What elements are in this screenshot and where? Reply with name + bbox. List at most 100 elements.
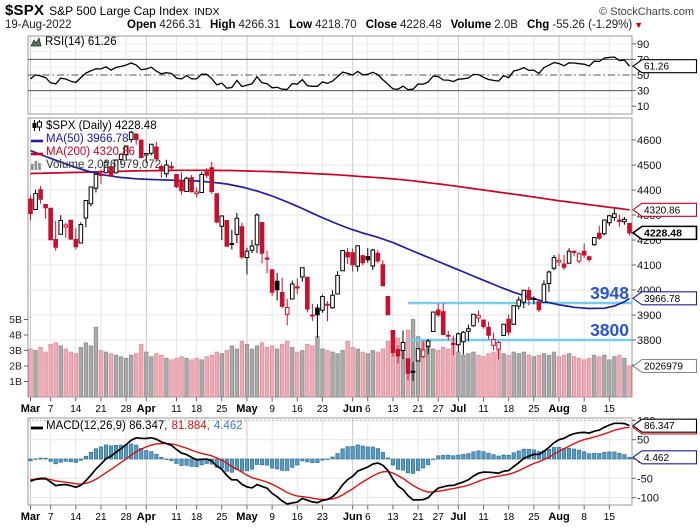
x-axis-label: 15 — [604, 404, 616, 415]
x-axis-label: Jul — [450, 511, 466, 523]
price-axis-tick: 4500 — [637, 160, 661, 172]
macd-axis-tick: -50 — [637, 473, 653, 485]
quote-date: 19-Aug-2022 — [5, 19, 72, 31]
x-axis-label: 28 — [121, 404, 133, 415]
support-level-label: 3800 — [590, 320, 629, 340]
volume-legend-label: Volume 2,026,979,072 — [46, 159, 162, 171]
candlestick-icon — [31, 120, 43, 133]
x-axis-label: 9 — [269, 512, 275, 523]
volume-axis-tick: 3B — [9, 345, 22, 357]
macd-axis-tick: -100 — [637, 493, 659, 505]
x-axis-label: 16 — [292, 404, 304, 415]
rsi-axis-tick: 30 — [637, 86, 649, 98]
x-axis-label: 6 — [365, 404, 371, 415]
volume-bars — [28, 319, 632, 398]
x-axis-label: 7 — [48, 512, 54, 523]
rsi-line — [30, 56, 630, 91]
macd-hist-callout — [632, 450, 698, 465]
macd-hist-value: 4.462 — [213, 420, 243, 432]
quote-strip: 19-Aug-2022 Open 4266.31 High 4266.31 Low 4… — [5, 19, 694, 31]
svg-text:61.26: 61.26 — [644, 62, 669, 73]
price-legend: $SPX (Daily) 4228.48 MA(50) 3966.78 MA(2… — [31, 120, 161, 172]
x-axis-label: 11 — [478, 512, 489, 523]
x-axis-label: 25 — [216, 404, 228, 415]
x-axis-label: 16 — [292, 512, 304, 523]
x-axis-label: 9 — [269, 404, 275, 415]
x-axis-label: May — [236, 403, 258, 415]
x-axis-label: 21 — [95, 404, 107, 415]
x-axis-label: 18 — [503, 404, 515, 415]
chart-header: $SPX S&P 500 Large Cap Index INDX © Stoc… — [5, 2, 694, 19]
quote-volume: Volume 2.0B — [450, 19, 518, 31]
quote-close: Close 4228.48 — [365, 19, 442, 31]
x-axis-label: 18 — [503, 512, 515, 523]
quote-high: High 4266.31 — [209, 19, 281, 31]
x-axis-labels: Mar 7 14 21 28 Apr 11 18 25 May 9 16 23 Jun 6 13 21 27 Jul… — [21, 397, 616, 523]
ma50-legend-label: MA(50) 3966.78 — [46, 133, 129, 145]
x-axis-label: 13 — [387, 404, 399, 415]
macd-legend-label: MACD(12,26,9) 86.347, — [46, 420, 168, 432]
x-axis-label: 11 — [171, 512, 182, 523]
candlesticks — [28, 130, 632, 381]
x-axis-label: 8 — [581, 512, 587, 523]
x-axis-label: Apr — [137, 511, 157, 523]
x-axis-label: 6 — [365, 512, 371, 523]
right-axis-labels: 4600450044004300420041004000390038003700… — [9, 39, 661, 505]
volume-value-callout — [632, 358, 698, 374]
macd-line-icon — [31, 420, 43, 433]
x-axis-label: 25 — [216, 512, 228, 523]
price-axis-tick: 3900 — [637, 310, 661, 322]
support-level-label: 3948 — [590, 283, 629, 303]
ma50-line-icon — [31, 133, 43, 146]
rsi-legend-label: RSI(14) 61.26 — [45, 36, 117, 48]
x-axis-label: 21 — [413, 512, 425, 523]
x-axis-label: 23 — [317, 512, 329, 523]
moving-averages — [30, 149, 630, 310]
ticker-symbol: $SPX — [5, 2, 45, 19]
ma200-value-callout — [632, 202, 698, 217]
rsi-bands — [28, 58, 632, 92]
quote-change: Chg -55.26 (-1.29%) ▼ — [526, 19, 644, 31]
x-axis-label: Aug — [548, 403, 569, 415]
x-axis-label: 15 — [604, 512, 616, 523]
x-axis-label: Jun — [343, 511, 363, 523]
x-axis-label: 28 — [121, 512, 133, 523]
x-axis-label: 21 — [413, 404, 425, 415]
x-axis-label: 23 — [317, 404, 329, 415]
rsi-axis-tick: 10 — [637, 101, 649, 113]
svg-text:4.462: 4.462 — [644, 453, 669, 464]
svg-text:86.347: 86.347 — [644, 421, 675, 432]
macd-value-callout — [632, 418, 698, 433]
x-axis-label: Mar — [21, 511, 41, 523]
price-legend-label: $SPX (Daily) 4228.48 — [46, 120, 157, 132]
price-axis-tick: 3800 — [637, 335, 661, 347]
svg-text:2026979: 2026979 — [644, 362, 683, 373]
x-axis-label: Jun — [343, 403, 363, 415]
volume-axis-tick: 5B — [9, 314, 22, 326]
macd-axis-tick: 50 — [637, 435, 649, 447]
quote-open: Open 4266.31 — [127, 19, 201, 31]
volume-axis-tick: 2B — [9, 361, 22, 373]
support-lines: 3948 3800 — [408, 283, 632, 342]
exchange-label: INDX — [194, 6, 220, 18]
svg-text:4228.48: 4228.48 — [644, 227, 682, 239]
x-axis-label: 27 — [433, 512, 445, 523]
volume-bars-icon — [31, 159, 43, 172]
rsi-axis-tick: 90 — [637, 39, 649, 51]
macd-legend: MACD(12,26,9) 86.347, 81.884, 4.462 — [31, 420, 243, 433]
x-axis-label: 8 — [581, 404, 587, 415]
x-axis-label: 25 — [528, 512, 540, 523]
stockcharts-credit: © StockCharts.com — [599, 6, 694, 18]
ma50-value-callout — [632, 291, 698, 306]
ma200-line-icon — [31, 146, 43, 159]
ma200-legend-label: MA(200) 4320.86 — [46, 146, 135, 158]
x-axis-label: Mar — [21, 403, 41, 415]
axis-callouts: 61.2620269794320.863966.784228.4881.8848… — [631, 59, 698, 465]
rsi-legend: RSI(14) 61.26 — [30, 36, 117, 49]
x-axis-label: 13 — [387, 512, 399, 523]
x-axis-label: 25 — [528, 404, 540, 415]
x-axis-label: 11 — [478, 404, 489, 415]
x-axis-label: 14 — [70, 404, 82, 415]
x-axis-label: Jul — [450, 403, 466, 415]
